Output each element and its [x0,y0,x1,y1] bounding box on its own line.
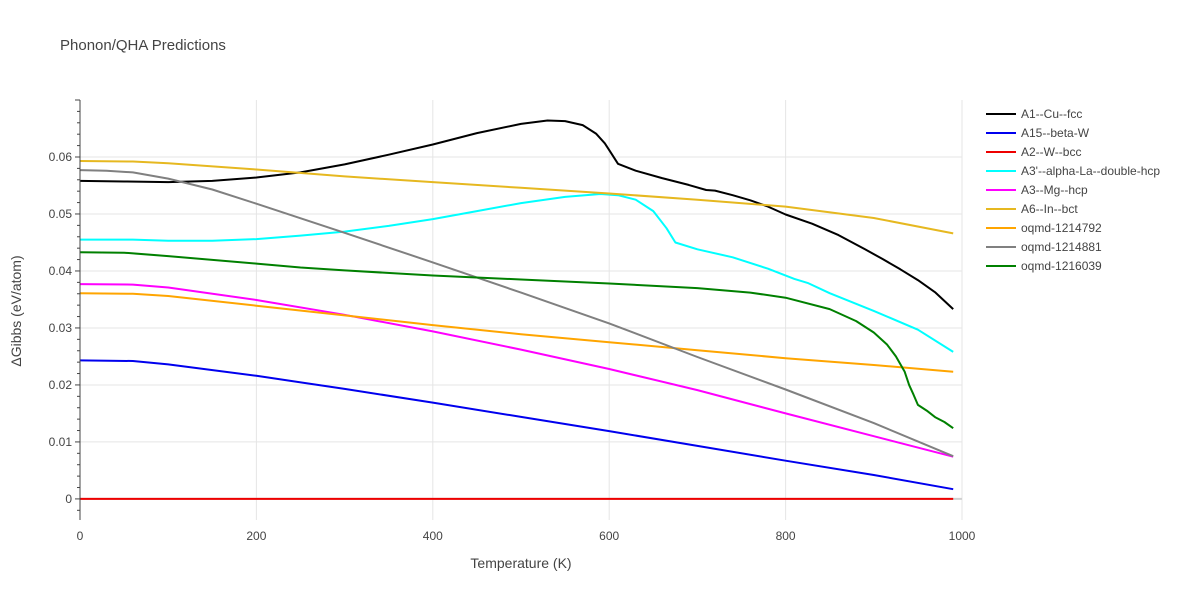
legend-item-0[interactable]: A1--Cu--fcc [986,107,1082,121]
series-line-5 [79,160,954,235]
x-axis-title: Temperature (K) [470,555,571,571]
legend-item-5[interactable]: A6--In--bct [986,202,1078,216]
series-line-1 [79,359,954,491]
legend-item-3[interactable]: A3'--alpha-La--double-hcp [986,164,1160,178]
series-lines [79,119,954,500]
y-tick-label: 0.04 [49,264,73,278]
series-line-8 [79,251,954,430]
legend-item-8[interactable]: oqmd-1216039 [986,259,1102,273]
x-tick-label: 1000 [949,529,976,543]
legend-label: oqmd-1214792 [1021,221,1102,235]
series-line-0 [79,119,954,310]
series-line-3 [80,193,954,353]
legend-label: A3--Mg--hcp [1021,183,1088,197]
legend-item-7[interactable]: oqmd-1214881 [986,240,1102,254]
axes [75,99,81,520]
legend-label: A1--Cu--fcc [1021,107,1082,121]
legend-item-6[interactable]: oqmd-1214792 [986,221,1102,235]
legend-label: A6--In--bct [1021,202,1078,216]
series-line-4 [79,283,954,458]
y-tick-label: 0.03 [49,321,73,335]
x-tick-label: 800 [776,529,796,543]
legend-label: oqmd-1214881 [1021,240,1102,254]
y-tick-label: 0.05 [49,207,73,221]
x-tick-label: 600 [599,529,619,543]
series-line-7 [79,169,954,458]
y-tick-label: 0 [65,492,72,506]
y-axis-title: ΔGibbs (eV/atom) [8,255,24,366]
series-line-6 [79,292,954,373]
x-tick-label: 200 [246,529,266,543]
legend-item-1[interactable]: A15--beta-W [986,126,1090,140]
legend-label: A15--beta-W [1021,126,1090,140]
y-tick-labels: 0 0.01 0.02 0.03 0.04 0.05 0.06 [49,150,73,506]
y-tick-label: 0.01 [49,435,73,449]
legend-item-2[interactable]: A2--W--bcc [986,145,1081,159]
legend-label: oqmd-1216039 [1021,259,1102,273]
x-tick-label: 400 [423,529,443,543]
legend-item-4[interactable]: A3--Mg--hcp [986,183,1088,197]
legend-label: A3'--alpha-La--double-hcp [1021,164,1160,178]
y-tick-label: 0.06 [49,150,73,164]
chart-title: Phonon/QHA Predictions [60,37,226,54]
x-tick-label: 0 [77,529,84,543]
y-tick-label: 0.02 [49,378,73,392]
legend: A1--Cu--fcc A15--beta-W A2--W--bcc A3'--alp… [986,107,1160,273]
legend-label: A2--W--bcc [1021,145,1081,159]
x-tick-labels: 0 200 400 600 800 1000 [77,529,976,543]
